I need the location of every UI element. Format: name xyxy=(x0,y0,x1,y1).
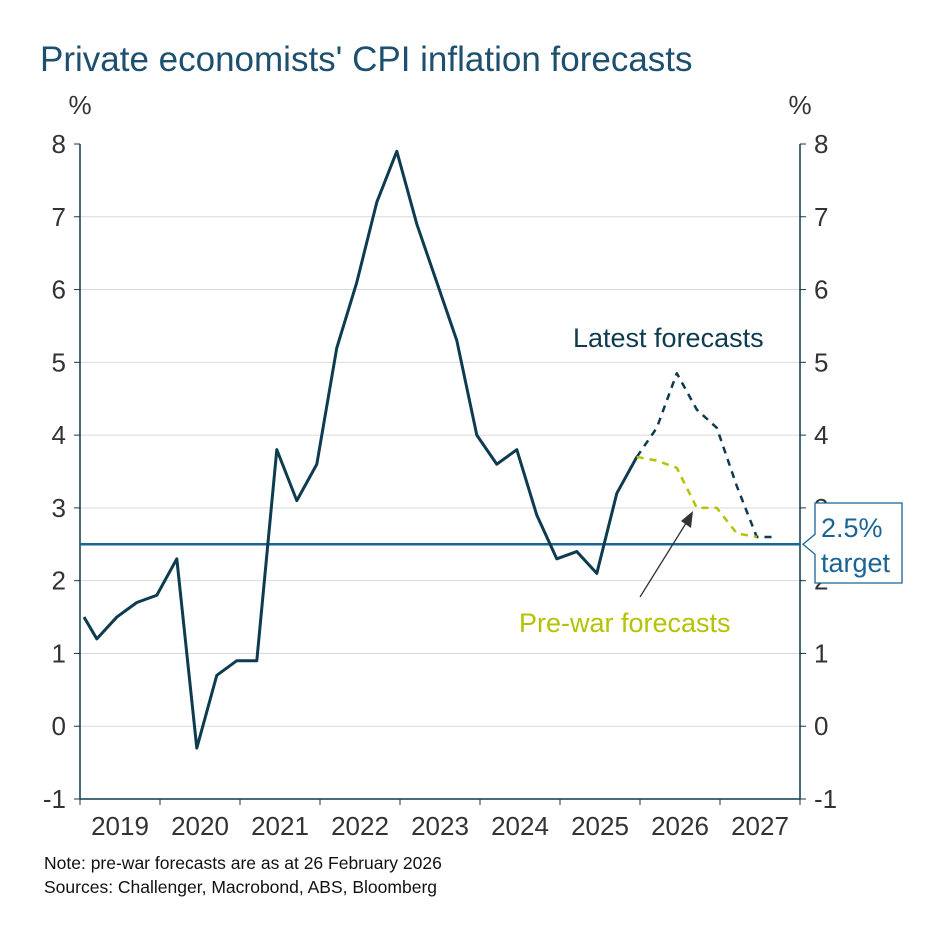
y-tick-label-right: 7 xyxy=(814,202,828,232)
y-tick-label-right: 6 xyxy=(814,275,828,305)
annotation-pre-war-forecasts: Pre-war forecasts xyxy=(519,608,731,638)
target-label-text: target xyxy=(821,548,891,578)
y-tick-label-left: 6 xyxy=(52,275,66,305)
y-tick-label-left: 5 xyxy=(52,347,66,377)
chart-note: Note: pre-war forecasts are as at 26 Feb… xyxy=(44,853,442,873)
x-tick-label: 2020 xyxy=(171,811,229,841)
y-tick-label-left: -1 xyxy=(43,784,66,814)
y-axis-unit-right: % xyxy=(788,90,811,120)
y-tick-label-right: 0 xyxy=(814,711,828,741)
y-tick-label-right: 1 xyxy=(814,638,828,668)
x-tick-label: 2019 xyxy=(91,811,149,841)
annotation-arrow-head xyxy=(681,511,693,528)
y-tick-label-right: 4 xyxy=(814,420,828,450)
target-label-value: 2.5% xyxy=(821,513,883,543)
series-line-pre-war-forecasts xyxy=(636,455,758,539)
y-tick-label-left: 4 xyxy=(52,420,66,450)
y-axis-unit-left: % xyxy=(68,90,91,120)
y-tick-label-left: 2 xyxy=(52,566,66,596)
chart-sources: Sources: Challenger, Macrobond, ABS, Blo… xyxy=(44,877,437,897)
annotation-arrow-line xyxy=(639,519,689,598)
x-tick-label: 2024 xyxy=(491,811,549,841)
y-tick-label-left: 1 xyxy=(52,638,66,668)
annotation-latest-forecasts: Latest forecasts xyxy=(573,323,764,353)
x-tick-label: 2022 xyxy=(331,811,389,841)
chart-title: Private economists' CPI inflation foreca… xyxy=(40,40,693,79)
y-tick-label-left: 8 xyxy=(52,129,66,159)
x-tick-label: 2023 xyxy=(411,811,469,841)
x-tick-label: 2026 xyxy=(651,811,709,841)
y-tick-label-left: 7 xyxy=(52,202,66,232)
x-tick-label: 2025 xyxy=(571,811,629,841)
series-line-actual xyxy=(82,149,639,750)
y-tick-label-right: 8 xyxy=(814,129,828,159)
y-tick-label-left: 3 xyxy=(52,493,66,523)
x-tick-label: 2027 xyxy=(731,811,789,841)
y-tick-label-right: 5 xyxy=(814,347,828,377)
series-line-latest-forecasts xyxy=(635,372,777,539)
x-tick-label: 2021 xyxy=(251,811,309,841)
target-label-box xyxy=(801,502,903,584)
y-tick-label-right: -1 xyxy=(814,784,837,814)
y-tick-label-left: 0 xyxy=(52,711,66,741)
